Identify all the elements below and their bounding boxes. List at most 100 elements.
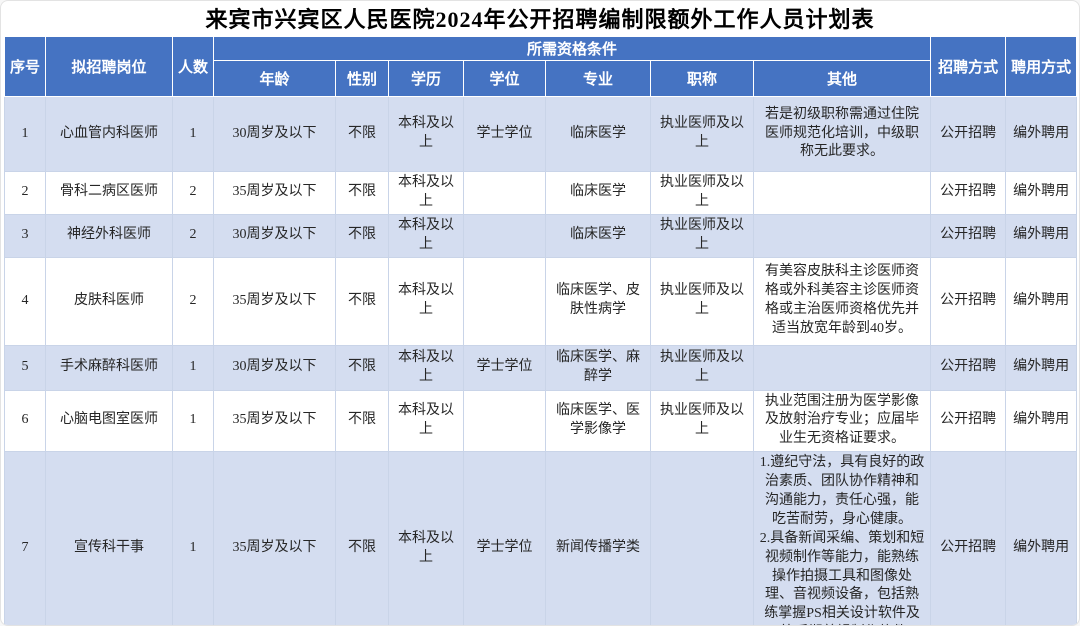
col-header-other: 其他 bbox=[752, 60, 932, 97]
cell-major: 临床医学 bbox=[545, 171, 651, 215]
col-header-count: 人数 bbox=[172, 36, 214, 97]
cell-count: 1 bbox=[172, 96, 214, 172]
cell-recruit-method: 公开招聘 bbox=[930, 213, 1007, 258]
page-title: 来宾市兴宾区人民医院2024年公开招聘编制限额外工作人员计划表 bbox=[205, 7, 875, 32]
cell-employ-method: 编外聘用 bbox=[1005, 451, 1078, 625]
cell-major: 临床医学、皮肤性病学 bbox=[545, 256, 651, 346]
cell-degree: 学士学位 bbox=[463, 344, 546, 391]
cell-education: 本科及以上 bbox=[388, 389, 464, 453]
cell-gender: 不限 bbox=[335, 96, 389, 172]
cell-degree bbox=[463, 213, 546, 258]
cell-education: 本科及以上 bbox=[388, 256, 464, 346]
cell-other: 有美容皮肤科主诊医师资格或外科美容主诊医师资格或主治医师资格优先并适当放宽年龄到… bbox=[752, 256, 932, 346]
cell-education: 本科及以上 bbox=[388, 96, 464, 172]
cell-education: 本科及以上 bbox=[388, 344, 464, 391]
cell-prof-title bbox=[650, 451, 754, 625]
cell-no: 7 bbox=[4, 451, 46, 625]
cell-count: 2 bbox=[172, 256, 214, 346]
table-row: 7 宣传科干事 1 35周岁及以下 不限 本科及以上 学士学位 新闻传播学类 1… bbox=[4, 451, 1078, 625]
cell-count: 2 bbox=[172, 213, 214, 258]
table-row: 1 心血管内科医师 1 30周岁及以下 不限 本科及以上 学士学位 临床医学 执… bbox=[4, 96, 1078, 172]
cell-other: 执业范围注册为医学影像及放射治疗专业；应届毕业生无资格证要求。 bbox=[752, 389, 932, 453]
cell-recruit-method: 公开招聘 bbox=[930, 171, 1007, 215]
cell-no: 5 bbox=[4, 344, 46, 391]
cell-no: 1 bbox=[4, 96, 46, 172]
cell-gender: 不限 bbox=[335, 451, 389, 625]
cell-count: 1 bbox=[172, 389, 214, 453]
cell-prof-title: 执业医师及以上 bbox=[650, 389, 754, 453]
cell-employ-method: 编外聘用 bbox=[1005, 389, 1078, 453]
cell-degree bbox=[463, 256, 546, 346]
table-row: 4 皮肤科医师 2 35周岁及以下 不限 本科及以上 临床医学、皮肤性病学 执业… bbox=[4, 256, 1078, 346]
cell-position: 神经外科医师 bbox=[45, 213, 173, 258]
cell-count: 2 bbox=[172, 171, 214, 215]
cell-degree bbox=[463, 389, 546, 453]
cell-age: 35周岁及以下 bbox=[213, 171, 336, 215]
col-header-gender: 性别 bbox=[335, 60, 389, 97]
cell-position: 手术麻醉科医师 bbox=[45, 344, 173, 391]
col-header-prof-title: 职称 bbox=[650, 60, 754, 97]
col-header-position: 拟招聘岗位 bbox=[45, 36, 173, 97]
cell-employ-method: 编外聘用 bbox=[1005, 171, 1078, 215]
table-row: 3 神经外科医师 2 30周岁及以下 不限 本科及以上 临床医学 执业医师及以上… bbox=[4, 213, 1078, 258]
cell-other bbox=[752, 171, 932, 215]
cell-other bbox=[752, 213, 932, 258]
cell-age: 35周岁及以下 bbox=[213, 389, 336, 453]
cell-prof-title: 执业医师及以上 bbox=[650, 171, 754, 215]
cell-major: 临床医学 bbox=[545, 96, 651, 172]
cell-gender: 不限 bbox=[335, 171, 389, 215]
cell-major: 临床医学 bbox=[545, 213, 651, 258]
cell-employ-method: 编外聘用 bbox=[1005, 344, 1078, 391]
recruitment-table: 序号 拟招聘岗位 人数 所需资格条件 招聘方式 聘用方式 年龄 性别 学历 学位… bbox=[4, 36, 1078, 625]
col-header-employ-method: 聘用方式 bbox=[1005, 36, 1078, 97]
col-header-qualifications-group: 所需资格条件 bbox=[212, 36, 932, 61]
cell-recruit-method: 公开招聘 bbox=[930, 451, 1007, 625]
cell-position: 心血管内科医师 bbox=[45, 96, 173, 172]
cell-prof-title: 执业医师及以上 bbox=[650, 256, 754, 346]
cell-no: 6 bbox=[4, 389, 46, 453]
cell-other: 若是初级职称需通过住院医师规范化培训，中级职称无此要求。 bbox=[752, 96, 932, 172]
cell-major: 临床医学、医学影像学 bbox=[545, 389, 651, 453]
cell-degree bbox=[463, 171, 546, 215]
col-header-degree: 学位 bbox=[463, 60, 546, 97]
col-header-recruit-method: 招聘方式 bbox=[930, 36, 1007, 97]
cell-position: 皮肤科医师 bbox=[45, 256, 173, 346]
table-row: 5 手术麻醉科医师 1 30周岁及以下 不限 本科及以上 学士学位 临床医学、麻… bbox=[4, 344, 1078, 391]
cell-employ-method: 编外聘用 bbox=[1005, 256, 1078, 346]
cell-age: 35周岁及以下 bbox=[213, 256, 336, 346]
table-body: 1 心血管内科医师 1 30周岁及以下 不限 本科及以上 学士学位 临床医学 执… bbox=[4, 96, 1078, 625]
cell-position: 心脑电图室医师 bbox=[45, 389, 173, 453]
cell-recruit-method: 公开招聘 bbox=[930, 344, 1007, 391]
col-header-education: 学历 bbox=[388, 60, 464, 97]
table-row: 6 心脑电图室医师 1 35周岁及以下 不限 本科及以上 临床医学、医学影像学 … bbox=[4, 389, 1078, 453]
cell-education: 本科及以上 bbox=[388, 451, 464, 625]
col-header-age: 年龄 bbox=[213, 60, 336, 97]
cell-age: 30周岁及以下 bbox=[213, 344, 336, 391]
cell-prof-title: 执业医师及以上 bbox=[650, 213, 754, 258]
cell-position: 宣传科干事 bbox=[45, 451, 173, 625]
cell-degree: 学士学位 bbox=[463, 451, 546, 625]
cell-major: 新闻传播学类 bbox=[545, 451, 651, 625]
cell-recruit-method: 公开招聘 bbox=[930, 96, 1007, 172]
col-header-no: 序号 bbox=[4, 36, 46, 97]
cell-gender: 不限 bbox=[335, 256, 389, 346]
cell-age: 30周岁及以下 bbox=[213, 213, 336, 258]
cell-major: 临床医学、麻醉学 bbox=[545, 344, 651, 391]
col-header-major: 专业 bbox=[545, 60, 651, 97]
cell-other bbox=[752, 344, 932, 391]
cell-no: 3 bbox=[4, 213, 46, 258]
cell-degree: 学士学位 bbox=[463, 96, 546, 172]
cell-position: 骨科二病区医师 bbox=[45, 171, 173, 215]
cell-recruit-method: 公开招聘 bbox=[930, 389, 1007, 453]
cell-count: 1 bbox=[172, 451, 214, 625]
cell-gender: 不限 bbox=[335, 344, 389, 391]
cell-no: 2 bbox=[4, 171, 46, 215]
cell-no: 4 bbox=[4, 256, 46, 346]
cell-education: 本科及以上 bbox=[388, 213, 464, 258]
cell-education: 本科及以上 bbox=[388, 171, 464, 215]
cell-other: 1.遵纪守法，具有良好的政治素质、团队协作精神和沟通能力，责任心强，能吃苦耐劳，… bbox=[752, 451, 932, 625]
cell-gender: 不限 bbox=[335, 213, 389, 258]
cell-gender: 不限 bbox=[335, 389, 389, 453]
cell-employ-method: 编外聘用 bbox=[1005, 213, 1078, 258]
